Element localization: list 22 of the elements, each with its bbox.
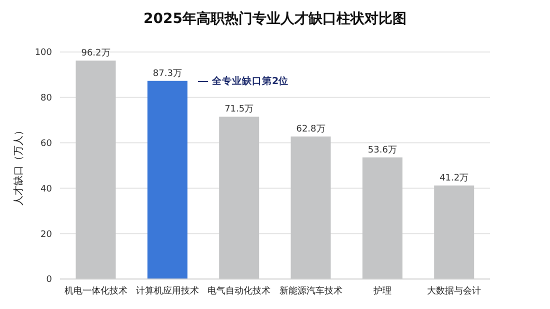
x-tick-label: 护理 [372,285,392,296]
x-tick-label: 电气自动化技术 [208,285,271,296]
y-axis-title: 人才缺口（万人） [12,126,25,206]
data-label: 96.2万 [81,48,110,59]
data-label: 71.5万 [224,104,254,115]
data-label: 53.6万 [368,145,397,156]
bar [147,80,188,279]
data-label: 62.8万 [296,124,326,134]
data-label: 87.3万 [152,68,182,79]
x-tick-label: 新能源汽车技术 [279,285,342,296]
y-tick-label: 100 [34,48,52,58]
y-tick-label: 60 [40,138,52,149]
annotation: 全专业缺口第2位 [212,75,289,88]
x-tick-label: 大数据与会计 [427,285,482,296]
y-tick-label: 0 [46,275,52,286]
y-tick-label: 80 [40,94,52,104]
chart-title: 2025年高职热门专业人才缺口柱状对比图 [142,10,408,28]
data-label: 41.2万 [440,173,469,184]
x-tick-label: 机电一体化技术 [64,285,128,296]
y-tick-label: 20 [40,230,52,240]
x-tick-label: 计算机应用技术 [136,285,199,296]
y-tick-label: 40 [40,184,52,194]
